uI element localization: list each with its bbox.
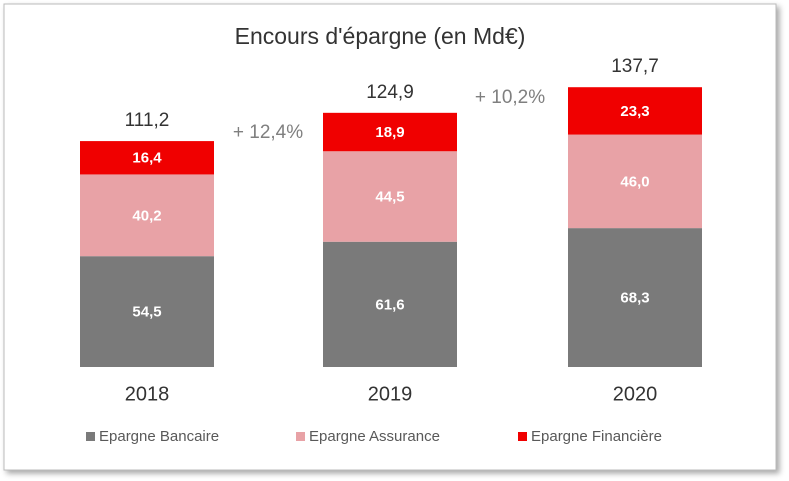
value-label: 40,2 xyxy=(132,207,161,224)
growth-annotation: + 10,2% xyxy=(475,87,545,108)
legend-swatch xyxy=(86,432,95,441)
value-label: 23,3 xyxy=(620,103,649,120)
bar-segment xyxy=(80,256,214,367)
growth-annotation: + 12,4% xyxy=(233,122,303,143)
legend-label: Epargne Financière xyxy=(531,428,662,445)
x-tick-label: 2020 xyxy=(613,383,658,405)
value-label: 54,5 xyxy=(132,304,161,321)
legend-swatch xyxy=(296,432,305,441)
legend-label: Epargne Assurance xyxy=(309,428,440,445)
total-label: 137,7 xyxy=(611,56,659,77)
value-label: 61,6 xyxy=(375,296,404,313)
bar-segment xyxy=(568,87,702,135)
value-label: 18,9 xyxy=(375,124,404,141)
total-label: 124,9 xyxy=(366,82,414,103)
value-label: 16,4 xyxy=(132,150,162,167)
x-tick-label: 2019 xyxy=(368,383,413,405)
bar-segment xyxy=(568,134,702,229)
chart-title: Encours d'épargne (en Md€) xyxy=(235,23,526,49)
bar-segment xyxy=(568,228,702,367)
value-label: 68,3 xyxy=(620,290,649,307)
total-label: 111,2 xyxy=(125,110,170,131)
legend-swatch xyxy=(518,432,527,441)
bar-segment xyxy=(80,174,214,257)
bar-segment xyxy=(323,241,457,367)
value-label: 44,5 xyxy=(375,188,404,205)
value-label: 46,0 xyxy=(620,173,649,190)
legend-label: Epargne Bancaire xyxy=(99,428,219,445)
bar-segment xyxy=(323,151,457,242)
bar-segment xyxy=(80,141,214,175)
x-tick-label: 2018 xyxy=(125,383,170,405)
bar-segment xyxy=(323,112,457,152)
